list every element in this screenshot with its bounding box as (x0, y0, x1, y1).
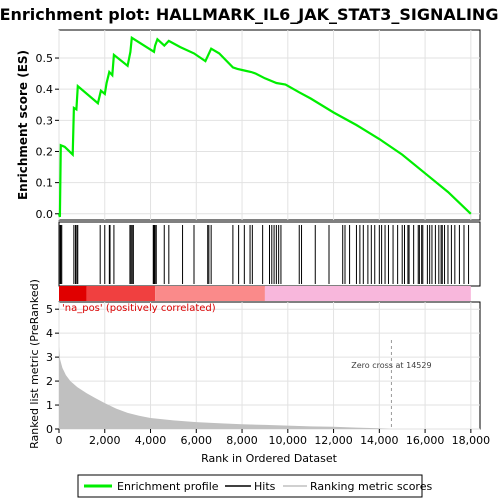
color-band-segment (264, 286, 471, 301)
positive-correlation-label: 'na_pos' (positively correlated) (62, 303, 216, 314)
x-tick-label: 0 (56, 434, 63, 447)
enrichment-profile-line (57, 35, 472, 218)
es-gridlines (58, 30, 480, 220)
color-band-segment (86, 286, 156, 301)
ranked-y-axis-label: Ranked list metric (PreRanked) (28, 279, 41, 449)
x-tick-label: 14,000 (360, 434, 399, 447)
x-tick-label: 2,000 (89, 434, 121, 447)
ranking-color-band (59, 286, 471, 301)
es-y-tick-label: 0.0 (36, 208, 54, 221)
legend-label-hits: Hits (254, 480, 276, 493)
x-axis-ticks: 0 2,000 4,000 6,000 8,000 10,000 12,000 14,000 1… (56, 429, 491, 447)
x-tick-label: 4,000 (135, 434, 167, 447)
legend-label-ranking: Ranking metric scores (310, 480, 432, 493)
color-band-segment (155, 286, 265, 301)
ranked-y-ticks: 0 1 2 3 4 5 (46, 303, 59, 436)
x-tick-label: 6,000 (181, 434, 213, 447)
chart-title: Enrichment plot: HALLMARK_IL6_JAK_STAT3_… (0, 5, 498, 24)
x-tick-label: 12,000 (314, 434, 353, 447)
es-y-tick-label: 0.2 (36, 145, 54, 158)
ranking-metric-area (59, 346, 471, 429)
hit-marks (59, 225, 470, 284)
es-y-ticks: 0.0 0.1 0.2 0.3 0.4 0.5 (36, 52, 59, 221)
ranked-y-tick-label: 4 (46, 327, 53, 340)
x-tick-label: 10,000 (269, 434, 308, 447)
x-tick-label: 8,000 (226, 434, 258, 447)
ranked-y-tick-label: 2 (46, 375, 53, 388)
es-y-tick-label: 0.1 (36, 177, 54, 190)
color-band-segment (59, 286, 87, 301)
ranked-y-tick-label: 3 (46, 351, 53, 364)
es-y-tick-label: 0.3 (36, 114, 54, 127)
x-axis-label: Rank in Ordered Dataset (201, 452, 338, 465)
ranked-y-tick-label: 1 (46, 399, 53, 412)
ranked-panel-frame (58, 301, 481, 430)
x-tick-label: 16,000 (406, 434, 445, 447)
zero-cross-label: Zero cross at 14529 (351, 361, 431, 370)
es-y-tick-label: 0.4 (36, 83, 54, 96)
es-y-tick-label: 0.5 (36, 52, 54, 65)
ranked-gridlines (58, 302, 480, 430)
x-tick-label: 18,000 (452, 434, 491, 447)
ranked-y-tick-label: 0 (46, 423, 53, 436)
ranked-y-tick-label: 5 (46, 303, 53, 316)
legend-label-enrichment: Enrichment profile (117, 480, 219, 493)
es-y-axis-label: Enrichment score (ES) (16, 50, 30, 200)
